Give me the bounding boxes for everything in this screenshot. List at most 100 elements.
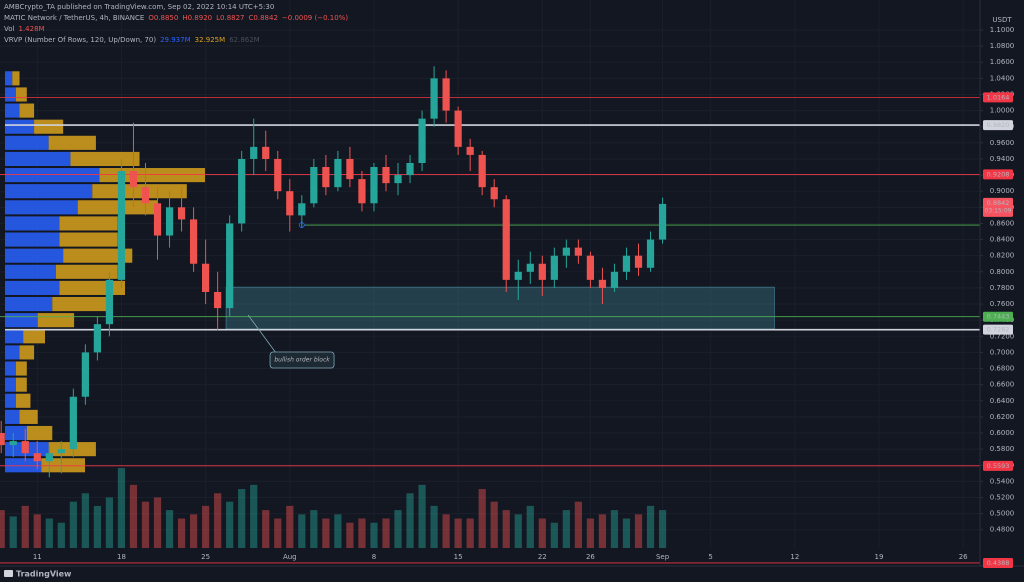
volume-bar: [322, 518, 330, 548]
candle-body: [250, 146, 258, 159]
volume-bar: [466, 518, 474, 548]
profile-up: [5, 361, 16, 376]
volume-bar: [129, 484, 138, 548]
vrvp-line: VRVP (Number Of Rows, 120, Up/Down, 70) 2…: [4, 36, 260, 44]
candle-body: [298, 203, 306, 216]
candle-body: [562, 247, 570, 256]
symbol-line: MATIC Network / TetherUS, 4h, BINANCE O0.…: [4, 14, 348, 22]
candle-body: [418, 118, 426, 163]
y-tick-label: 0.9000: [990, 187, 1015, 195]
ohlc-close: C0.8842: [249, 14, 278, 22]
candle-body: [189, 219, 198, 264]
level-label: 0.4388: [987, 559, 1010, 567]
profile-down: [15, 361, 27, 376]
callout-text: bullish order block: [274, 357, 330, 364]
x-tick-label: Sep: [656, 553, 670, 561]
candle-body: [238, 158, 246, 224]
candle-body: [454, 110, 462, 147]
ohlc-open: O0.8850: [148, 14, 178, 22]
y-tick-label: 1.0600: [990, 58, 1015, 66]
profile-up: [5, 71, 13, 86]
volume-bar: [105, 497, 114, 548]
profile-down: [15, 377, 27, 392]
volume-bar: [418, 484, 426, 548]
candle-body: [117, 171, 126, 280]
volume-bar: [69, 501, 77, 548]
candle-body: [382, 167, 390, 184]
volume-bar: [442, 514, 450, 548]
levels: [0, 96, 980, 564]
last-price-label: 0.8842: [987, 199, 1010, 207]
last-price-badge: [983, 197, 1013, 217]
volume-bar: [153, 497, 162, 548]
y-tick-label: 1.0400: [990, 74, 1015, 82]
profile-up: [5, 409, 20, 424]
candle-body: [598, 279, 607, 288]
candle-body: [586, 255, 595, 280]
profile-down: [15, 393, 31, 408]
volume-bar: [370, 522, 378, 548]
ohlc-change: −0.0009 (−0.10%): [282, 14, 348, 22]
volume-bar: [226, 501, 234, 548]
candle-body: [502, 199, 510, 280]
y-tick-label: 0.6200: [990, 413, 1015, 421]
candle-body: [9, 441, 17, 446]
candle-body: [93, 324, 102, 353]
candle-body: [81, 352, 89, 397]
level-badge: [983, 311, 1013, 322]
volume-bar: [646, 505, 655, 548]
volume-bar: [406, 493, 414, 548]
volume-bar: [394, 510, 402, 548]
profile-down: [26, 425, 53, 441]
profile-down: [70, 151, 140, 167]
level-label: 0.7282: [987, 326, 1010, 334]
level-badge: [983, 324, 1013, 335]
volume-bar: [550, 522, 558, 548]
x-tick-label: 8: [372, 553, 376, 561]
zone-layer: [225, 286, 775, 330]
y-tick-label: 0.9400: [990, 155, 1015, 163]
profile-up: [5, 119, 35, 134]
y-tick-label: 1.1000: [990, 26, 1015, 34]
profile-down: [19, 103, 35, 118]
volume-bar: [382, 518, 390, 548]
candle-body: [430, 78, 438, 119]
candle-body: [574, 247, 582, 256]
x-tick-label: 26: [586, 553, 595, 561]
candle-body: [394, 175, 402, 184]
profile-down: [34, 119, 64, 134]
y-tick-label: 1.0800: [990, 42, 1015, 50]
profile-up: [5, 135, 49, 150]
volume-bar: [262, 510, 270, 548]
y-tick-label: 0.7600: [990, 300, 1015, 308]
order-block: [225, 286, 775, 330]
x-tick-label: 22: [538, 553, 547, 561]
price-unit: USDT: [992, 16, 1012, 24]
volume-profile: [5, 71, 205, 473]
x-tick-label: 12: [790, 553, 799, 561]
profile-down: [19, 345, 35, 360]
candles: [0, 66, 667, 478]
volume-bar: [490, 501, 498, 548]
volume-bar: [478, 489, 486, 548]
y-tick-label: 0.6800: [990, 365, 1015, 373]
x-tick-label: 5: [708, 553, 712, 561]
profile-up: [5, 264, 56, 279]
symbol: MATIC Network / TetherUS, 4h, BINANCE: [4, 14, 144, 22]
labels: bullish order block 1.0164 0.9820 0.9208 0.7…: [247, 92, 1013, 568]
volume-bar: [502, 510, 510, 548]
candle-body: [550, 255, 558, 280]
profile-up: [5, 458, 42, 473]
profile-down: [41, 458, 85, 473]
ohlc-low: L0.8827: [216, 14, 244, 22]
candle-body: [21, 441, 29, 454]
y-tick-label: 0.8400: [990, 236, 1015, 244]
y-tick-label: 0.5000: [990, 510, 1015, 518]
volume-bar: [658, 510, 667, 548]
candle-body: [45, 453, 53, 462]
candle-body: [370, 167, 378, 204]
profile-up: [5, 87, 16, 102]
profile-down: [63, 248, 133, 263]
volume-bar: [334, 514, 342, 548]
